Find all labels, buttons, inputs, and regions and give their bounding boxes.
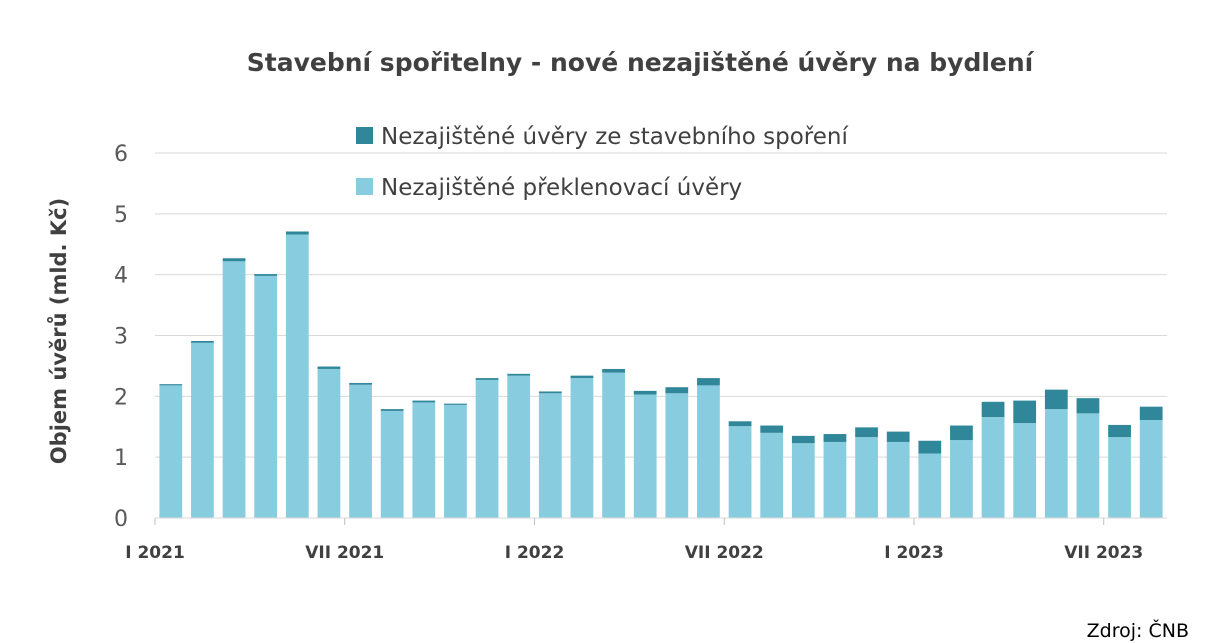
bar-sporeni [444,403,467,405]
x-tick-label: VII 2022 [685,543,764,563]
bar-preklenovaci [728,426,752,518]
y-tick-label: 6 [114,142,128,167]
bar-sporeni [886,431,910,442]
y-tick-label: 1 [114,446,128,471]
y-tick-label: 0 [114,507,128,532]
bar-preklenovaci [317,368,341,518]
bar-preklenovaci [1013,423,1037,518]
x-tick-label: I 2022 [505,543,565,563]
bar-preklenovaci [886,441,910,518]
source-note: Zdroj: ČNB [1087,618,1189,642]
x-tick-label: VII 2023 [1064,543,1143,563]
bar-preklenovaci [981,417,1005,518]
bar-sporeni [665,387,689,394]
legend-label-sporeni: Nezajištěné úvěry ze stavebního spoření [381,124,848,150]
y-tick-label: 4 [114,264,128,289]
bar-preklenovaci [633,394,657,518]
legend-swatch-preklenovaci [356,178,373,195]
bar-sporeni [475,378,499,380]
bar-preklenovaci [665,393,689,518]
x-tick-label: I 2023 [884,543,944,563]
bar-sporeni [254,274,278,276]
bar-preklenovaci [1044,409,1068,518]
bar-sporeni [950,425,973,441]
bar-preklenovaci [538,393,562,518]
y-axis-ticks: 0 1 2 3 4 5 6 [114,142,128,532]
bar-preklenovaci [191,342,214,518]
bar-sporeni [602,368,625,373]
bar-preklenovaci [1076,413,1100,518]
bar-sporeni [317,366,341,369]
bar-preklenovaci [349,384,372,518]
bar-preklenovaci [918,453,942,518]
bar-preklenovaci [950,440,973,518]
legend-label-preklenovaci: Nezajištěné překlenovací úvěry [381,175,742,201]
bar-preklenovaci [1139,420,1163,518]
bar-preklenovaci [380,410,404,518]
bar-sporeni [791,435,815,444]
bar-sporeni [918,440,942,454]
bar-preklenovaci [412,402,436,518]
bar-preklenovaci [855,437,878,518]
bar-sporeni [855,427,878,438]
bar-sporeni [412,400,436,403]
bar-sporeni [159,384,183,386]
bar-sporeni [633,390,657,395]
bars [159,231,1163,518]
x-axis: I 2021 VII 2021 I 2022 VII 2022 I 2023 VII 20… [125,517,1167,563]
bar-sporeni [349,382,372,385]
bar-sporeni [728,421,752,427]
x-tick-label: I 2021 [125,543,185,563]
bar-sporeni [222,258,246,262]
y-axis-label: Objem úvěrů (mld. Kč) [47,198,71,464]
y-tick-label: 3 [114,325,128,350]
bar-preklenovaci [1108,437,1131,518]
bar-sporeni [380,409,404,411]
bar-sporeni [823,434,847,442]
bar-preklenovaci [285,234,309,518]
bar-preklenovaci [475,379,499,518]
bar-preklenovaci [254,275,278,518]
bar-preklenovaci [823,441,847,518]
bar-sporeni [570,375,594,379]
bar-preklenovaci [697,385,720,518]
bar-sporeni [538,391,562,394]
bar-preklenovaci [602,372,625,518]
bar-sporeni [697,378,720,386]
bar-sporeni [1044,389,1068,410]
bar-sporeni [1108,424,1131,438]
bar-preklenovaci [791,443,815,518]
legend-swatch-sporeni [356,127,373,144]
bar-sporeni [760,425,784,433]
bar-preklenovaci [222,261,246,518]
y-tick-label: 5 [114,203,128,228]
bar-sporeni [1076,398,1100,414]
y-tick-label: 2 [114,385,128,410]
bar-preklenovaci [760,432,784,518]
chart-title: Stavební spořitelny - nové nezajištěné ú… [247,48,1035,77]
bar-preklenovaci [570,378,594,518]
x-tick-label: VII 2021 [305,543,384,563]
bar-sporeni [507,373,531,376]
bar-preklenovaci [159,385,183,518]
bar-sporeni [981,401,1005,418]
bar-sporeni [1013,400,1037,424]
bar-sporeni [191,340,214,343]
legend: Nezajištěné úvěry ze stavebního spoření … [356,124,848,201]
bar-preklenovaci [507,375,531,518]
bar-sporeni [1139,406,1163,421]
bar-preklenovaci [444,404,467,518]
bar-sporeni [285,231,309,235]
